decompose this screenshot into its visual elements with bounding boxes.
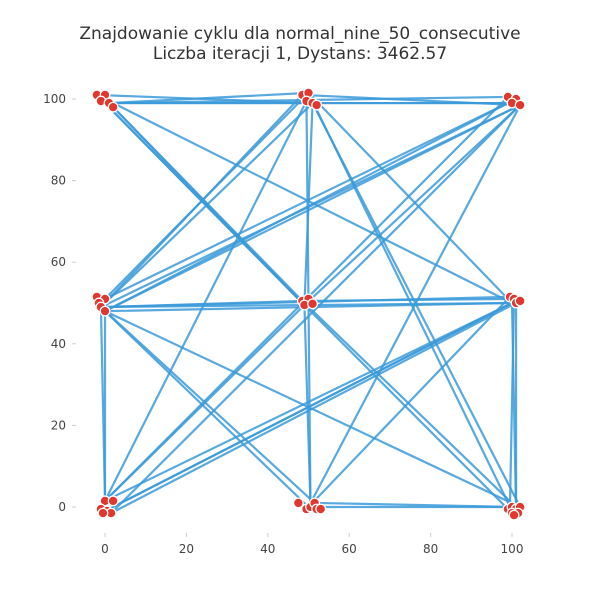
- y-tick-label: 100: [43, 92, 66, 106]
- x-tick-label: 60: [342, 542, 357, 556]
- y-tick-label: 40: [51, 337, 66, 351]
- cycle-path-segment: [110, 301, 518, 515]
- cycle-path-segment: [510, 301, 518, 513]
- x-tick-label: 20: [179, 542, 194, 556]
- node-point: [97, 507, 109, 519]
- cycle-path-segment: [95, 93, 306, 307]
- node-point: [107, 495, 119, 507]
- y-tick-label: 80: [51, 174, 66, 188]
- cycle-path-segment: [99, 305, 316, 505]
- cycle-path-segment: [103, 303, 306, 502]
- chart-title: Znajdowanie cyklu dla normal_nine_50_con…: [0, 24, 600, 64]
- x-tick-label: 80: [423, 542, 438, 556]
- node-point: [315, 503, 327, 515]
- cycle-path-segment: [303, 303, 516, 517]
- cycle-path-segment: [103, 310, 310, 509]
- y-tick-label: 60: [51, 255, 66, 269]
- x-tick-label: 0: [101, 542, 109, 556]
- cycle-path-segment: [112, 106, 304, 303]
- cycle-path-segment: [301, 297, 516, 303]
- y-tick-label: 20: [51, 418, 66, 432]
- cycle-path-segment: [99, 305, 107, 502]
- node-point: [508, 509, 520, 521]
- node-point: [107, 101, 119, 113]
- cycle-path-segment: [307, 91, 514, 305]
- chart-title-line: Znajdowanie cyklu dla normal_nine_50_con…: [79, 24, 521, 44]
- cycle-path-segment: [301, 93, 522, 107]
- node-point: [311, 99, 323, 111]
- node-point: [292, 497, 304, 509]
- cycle-path-segment: [303, 104, 522, 307]
- cycle-path-segment: [303, 101, 314, 307]
- cycle-path-segment: [110, 104, 522, 515]
- x-tick-label: 100: [501, 542, 524, 556]
- cycle-path-segment: [103, 301, 514, 502]
- cycle-path-segment: [307, 295, 512, 509]
- cycle-path-segment: [103, 99, 308, 502]
- cycle-path-segment: [301, 299, 518, 509]
- cycle-path-segment: [307, 104, 522, 509]
- node-point: [514, 295, 526, 307]
- chart-subtitle-line: Liczba iteracji 1, Dystans: 3462.57: [152, 44, 448, 64]
- cycle-path-segment: [95, 93, 514, 305]
- node-point: [514, 99, 526, 111]
- cycle-path-segment: [107, 91, 310, 105]
- cycle-path-segment: [103, 97, 518, 313]
- x-tick-label: 40: [260, 542, 275, 556]
- y-tick-label: 0: [58, 500, 66, 514]
- cycle-path-segment: [103, 104, 522, 313]
- node-point: [307, 298, 319, 310]
- node-point: [99, 305, 111, 317]
- cycle-path-segment: [103, 97, 518, 301]
